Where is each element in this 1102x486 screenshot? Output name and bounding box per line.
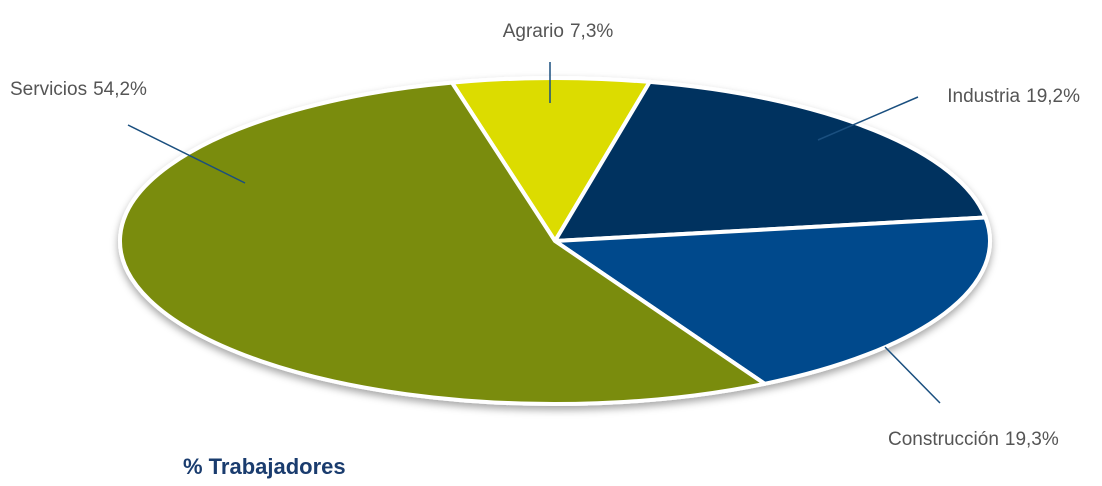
value-label: 7,3%: [570, 21, 613, 42]
leader-line: [817, 96, 919, 141]
value-label: 19,3%: [1005, 429, 1059, 450]
pie-slice: [553, 215, 992, 386]
category-label: Servicios: [10, 79, 87, 100]
value-label: 54,2%: [93, 79, 147, 100]
slice-label: Agrario 7,3%: [503, 21, 614, 42]
slice-label: Industria 19,2%: [947, 86, 1080, 107]
value-label: 19,2%: [1026, 86, 1080, 107]
pie-slice: [553, 79, 988, 243]
leader-line: [127, 124, 246, 184]
leader-line: [884, 346, 941, 404]
pie-slice: [118, 80, 767, 406]
category-label: Construcción: [888, 429, 999, 450]
chart-title: % Trabajadores: [183, 454, 346, 479]
category-label: Industria: [947, 86, 1020, 107]
pie: [118, 76, 992, 406]
slice-label: Construcción 19,3%: [888, 429, 1059, 450]
slice-label: Servicios 54,2%: [10, 79, 147, 100]
category-label: Agrario: [503, 21, 564, 42]
